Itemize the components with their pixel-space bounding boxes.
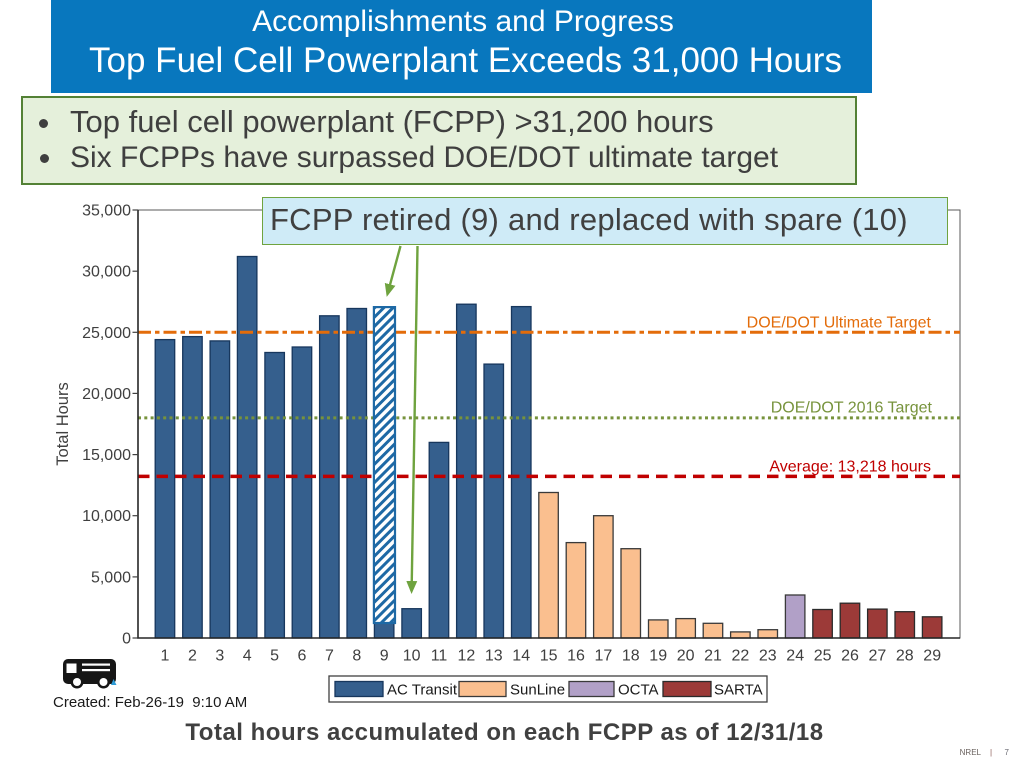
svg-text:20,000: 20,000 <box>82 386 131 403</box>
svg-text:29: 29 <box>923 648 941 665</box>
svg-text:NREL: NREL <box>960 748 982 757</box>
svg-text:19: 19 <box>649 648 667 665</box>
svg-text:3: 3 <box>215 648 224 665</box>
svg-text:21: 21 <box>704 648 722 665</box>
svg-text:DOE/DOT Ultimate Target: DOE/DOT Ultimate Target <box>747 315 932 332</box>
svg-text:9: 9 <box>380 648 389 665</box>
svg-text:18: 18 <box>622 648 640 665</box>
svg-text:16: 16 <box>567 648 585 665</box>
svg-text:|: | <box>990 748 992 757</box>
svg-text:30,000: 30,000 <box>82 264 131 281</box>
svg-text:8: 8 <box>352 648 361 665</box>
svg-text:SunLine: SunLine <box>510 682 565 699</box>
svg-text:26: 26 <box>841 648 859 665</box>
svg-text:SARTA: SARTA <box>714 682 763 699</box>
svg-text:20: 20 <box>677 648 695 665</box>
svg-text:12: 12 <box>458 648 476 665</box>
svg-text:10: 10 <box>403 648 421 665</box>
svg-text:Average: 13,218 hours: Average: 13,218 hours <box>769 459 931 476</box>
svg-text:AC Transit: AC Transit <box>387 682 458 699</box>
svg-text:35,000: 35,000 <box>82 203 131 220</box>
svg-text:25,000: 25,000 <box>82 325 131 342</box>
svg-text:Total Hours: Total Hours <box>54 382 72 465</box>
svg-text:14: 14 <box>512 648 530 665</box>
svg-text:11: 11 <box>431 648 448 665</box>
svg-text:Created: Feb-26-19 9:10 AM: Created: Feb-26-19 9:10 AM <box>53 694 247 711</box>
svg-text:23: 23 <box>759 648 777 665</box>
svg-text:2: 2 <box>188 648 197 665</box>
svg-text:27: 27 <box>869 648 887 665</box>
svg-text:5: 5 <box>270 648 279 665</box>
svg-text:1: 1 <box>161 648 170 665</box>
svg-text:4: 4 <box>243 648 252 665</box>
svg-text:17: 17 <box>595 648 613 665</box>
svg-text:10,000: 10,000 <box>82 508 131 525</box>
svg-text:24: 24 <box>786 648 804 665</box>
svg-text:6: 6 <box>298 648 307 665</box>
svg-text:15,000: 15,000 <box>82 447 131 464</box>
svg-text:22: 22 <box>732 648 750 665</box>
svg-text:0: 0 <box>122 631 131 648</box>
svg-text:28: 28 <box>896 648 914 665</box>
svg-text:7: 7 <box>1005 748 1010 757</box>
svg-text:13: 13 <box>485 648 503 665</box>
svg-text:DOE/DOT 2016 Target: DOE/DOT 2016 Target <box>771 400 933 417</box>
svg-text:15: 15 <box>540 648 558 665</box>
svg-text:OCTA: OCTA <box>618 682 659 699</box>
svg-text:7: 7 <box>325 648 334 665</box>
svg-text:25: 25 <box>814 648 832 665</box>
svg-text:5,000: 5,000 <box>91 569 131 586</box>
